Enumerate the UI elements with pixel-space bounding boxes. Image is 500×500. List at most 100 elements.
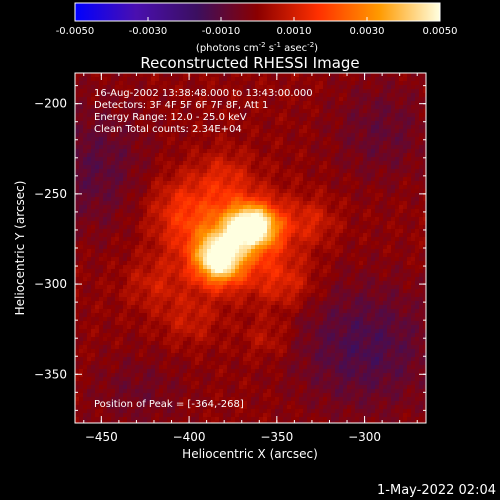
heatmap-cell bbox=[119, 201, 124, 206]
heatmap-cell bbox=[167, 113, 172, 118]
heatmap-cell bbox=[363, 257, 368, 262]
heatmap-cell bbox=[99, 161, 104, 166]
heatmap-cell bbox=[395, 205, 400, 210]
heatmap-cell bbox=[131, 277, 136, 282]
heatmap-cell bbox=[299, 173, 304, 178]
heatmap-cell bbox=[79, 241, 84, 246]
heatmap-cell bbox=[187, 153, 192, 158]
heatmap-cell bbox=[263, 141, 268, 146]
heatmap-cell bbox=[299, 241, 304, 246]
heatmap-cell bbox=[319, 77, 324, 82]
heatmap-cell bbox=[315, 125, 320, 130]
heatmap-cell bbox=[87, 193, 92, 198]
heatmap-cell bbox=[335, 189, 340, 194]
heatmap-cell bbox=[411, 165, 416, 170]
heatmap-cell bbox=[231, 293, 236, 298]
heatmap-cell bbox=[127, 117, 132, 122]
heatmap-cell bbox=[151, 253, 156, 258]
heatmap-cell bbox=[275, 121, 280, 126]
heatmap-cell bbox=[99, 225, 104, 230]
heatmap-cell bbox=[247, 289, 252, 294]
heatmap-cell bbox=[307, 157, 312, 162]
heatmap-cell bbox=[91, 129, 96, 134]
heatmap-cell bbox=[103, 229, 108, 234]
heatmap-cell bbox=[335, 141, 340, 146]
heatmap-cell bbox=[87, 125, 92, 130]
heatmap-cell bbox=[75, 161, 80, 166]
heatmap-cell bbox=[239, 261, 244, 266]
heatmap-cell bbox=[311, 273, 316, 278]
heatmap-cell bbox=[247, 105, 252, 110]
heatmap-cell bbox=[171, 129, 176, 134]
heatmap-cell bbox=[147, 265, 152, 270]
heatmap-cell bbox=[339, 169, 344, 174]
heatmap-cell bbox=[347, 101, 352, 106]
heatmap-cell bbox=[147, 253, 152, 258]
heatmap-cell bbox=[107, 197, 112, 202]
heatmap-cell bbox=[339, 225, 344, 230]
heatmap-cell bbox=[411, 125, 416, 130]
heatmap-cell bbox=[411, 285, 416, 290]
heatmap-cell bbox=[163, 85, 168, 90]
heatmap-cell bbox=[423, 173, 426, 178]
heatmap-cell bbox=[187, 181, 192, 186]
heatmap-cell bbox=[95, 85, 100, 90]
heatmap-cell bbox=[143, 141, 148, 146]
heatmap-cell bbox=[215, 73, 220, 78]
heatmap-cell bbox=[111, 177, 116, 182]
heatmap-cell bbox=[159, 113, 164, 118]
heatmap-cell bbox=[315, 165, 320, 170]
heatmap-cell bbox=[255, 249, 260, 254]
heatmap-cell bbox=[275, 201, 280, 206]
heatmap-cell bbox=[199, 185, 204, 190]
heatmap-cell bbox=[415, 269, 420, 274]
heatmap-cell bbox=[103, 181, 108, 186]
heatmap-cell bbox=[131, 93, 136, 98]
heatmap-cell bbox=[327, 161, 332, 166]
heatmap-cell bbox=[243, 105, 248, 110]
heatmap-cell bbox=[127, 221, 132, 226]
heatmap-cell bbox=[163, 189, 168, 194]
heatmap-cell bbox=[159, 149, 164, 154]
heatmap-cell bbox=[111, 129, 116, 134]
heatmap-cell bbox=[111, 201, 116, 206]
heatmap-cell bbox=[131, 197, 136, 202]
heatmap-cell bbox=[207, 185, 212, 190]
heatmap-cell bbox=[335, 237, 340, 242]
heatmap-cell bbox=[87, 253, 92, 258]
heatmap-cell bbox=[383, 233, 388, 238]
heatmap-cell bbox=[223, 81, 228, 86]
heatmap-cell bbox=[215, 237, 220, 242]
heatmap-cell bbox=[211, 149, 216, 154]
heatmap-cell bbox=[347, 177, 352, 182]
heatmap-cell bbox=[351, 281, 356, 286]
heatmap-cell bbox=[307, 125, 312, 130]
heatmap-cell bbox=[91, 145, 96, 150]
heatmap-cell bbox=[279, 245, 284, 250]
heatmap-cell bbox=[331, 193, 336, 198]
heatmap-cell bbox=[319, 129, 324, 134]
heatmap-cell bbox=[383, 81, 388, 86]
heatmap-cell bbox=[179, 133, 184, 138]
heatmap-cell bbox=[339, 105, 344, 110]
heatmap-cell bbox=[383, 97, 388, 102]
heatmap-cell bbox=[95, 233, 100, 238]
heatmap-cell bbox=[223, 157, 228, 162]
heatmap-cell bbox=[83, 249, 88, 254]
heatmap-cell bbox=[295, 217, 300, 222]
heatmap-cell bbox=[279, 273, 284, 278]
heatmap-cell bbox=[335, 185, 340, 190]
heatmap-cell bbox=[191, 137, 196, 142]
heatmap-cell bbox=[183, 297, 188, 302]
heatmap-cell bbox=[123, 217, 128, 222]
heatmap-cell bbox=[191, 225, 196, 230]
heatmap-cell bbox=[123, 185, 128, 190]
heatmap-cell bbox=[183, 137, 188, 142]
heatmap-cell bbox=[275, 173, 280, 178]
heatmap-cell bbox=[403, 177, 408, 182]
heatmap-cell bbox=[123, 249, 128, 254]
heatmap-cell bbox=[239, 153, 244, 158]
heatmap-cell bbox=[79, 81, 84, 86]
heatmap-cell bbox=[131, 165, 136, 170]
heatmap-cell bbox=[367, 153, 372, 158]
